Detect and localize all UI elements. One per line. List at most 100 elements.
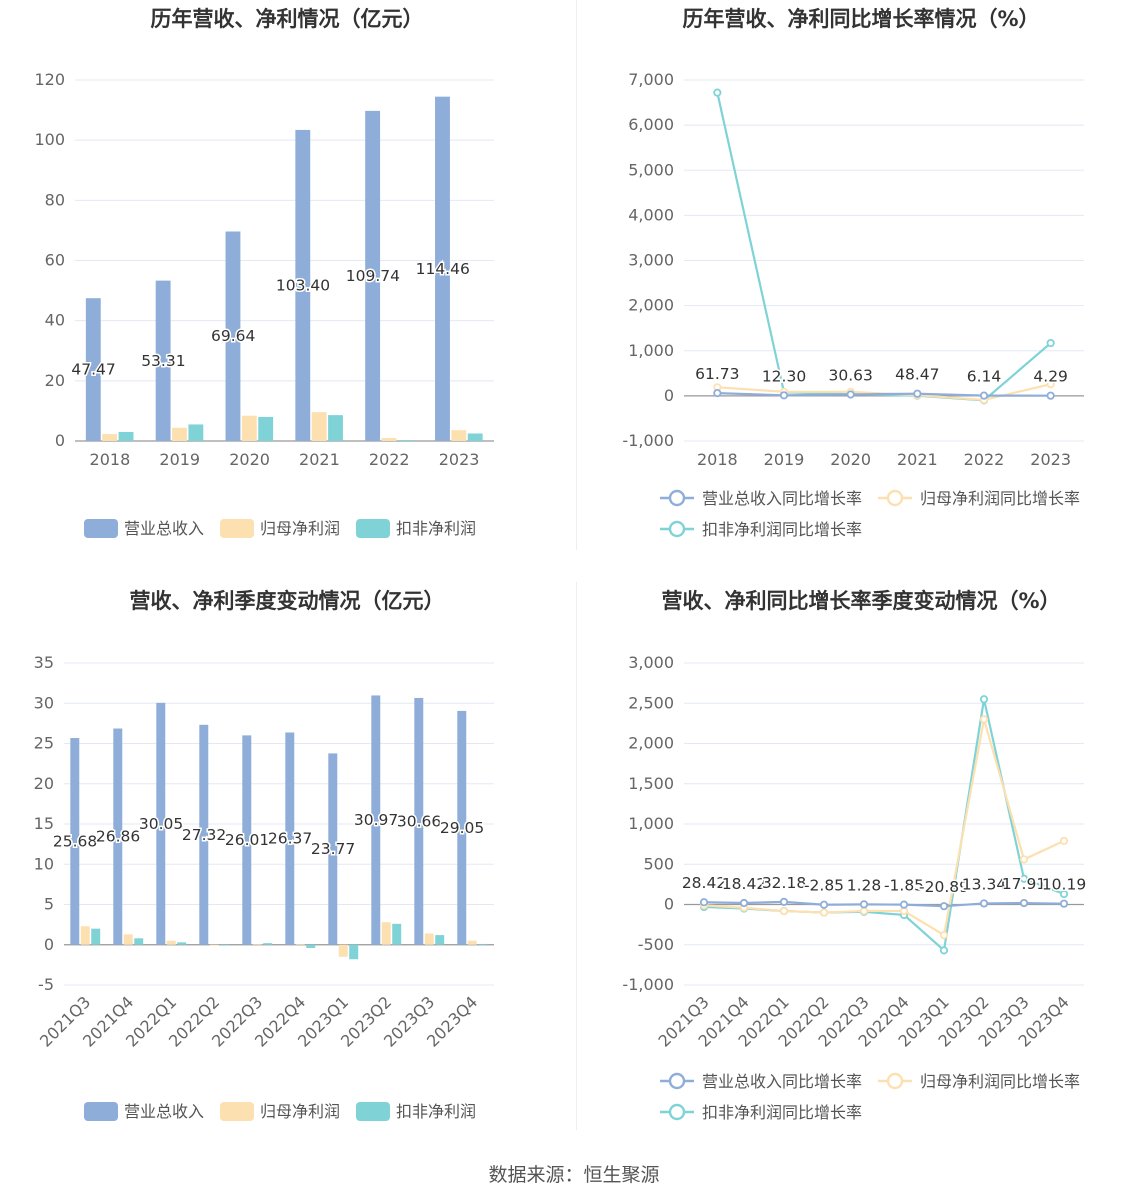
bar-revenue: [371, 695, 381, 945]
y-tick-label: 0: [664, 895, 674, 914]
legend-swatch: [356, 1102, 390, 1121]
bar-net-profit: [172, 427, 187, 441]
x-tick-label: 2023: [1030, 450, 1071, 469]
data-label: -1.85: [884, 877, 924, 895]
legend-label: 扣非净利润: [396, 519, 476, 538]
y-tick-label: 3,000: [628, 653, 674, 672]
bar-revenue: [285, 732, 295, 945]
y-tick-label: 20: [34, 774, 54, 793]
point-revenue-growth: [979, 899, 989, 908]
y-tick-label: 20: [45, 371, 65, 390]
y-tick-label: 1,000: [628, 341, 674, 360]
y-tick-label: 1,000: [628, 814, 674, 833]
bar-deducted-profit: [392, 923, 402, 945]
data-label: 10.19: [1042, 876, 1086, 894]
legend-label: 归母净利润: [260, 519, 340, 538]
y-tick-label: -500: [638, 935, 674, 954]
legend-label: 归母净利润: [260, 1102, 340, 1121]
y-tick-label: 7,000: [628, 70, 674, 89]
data-label: -20.89: [919, 878, 969, 896]
point-deducted-profit-growth: [1019, 874, 1029, 883]
bar-revenue: [85, 298, 101, 441]
data-label: 18.42: [722, 875, 766, 893]
x-tick-label: 2022: [964, 450, 1005, 469]
y-tick-label: 35: [34, 653, 54, 672]
legend-label: 归母净利润同比增长率: [920, 1072, 1080, 1091]
bar-revenue: [199, 724, 209, 945]
data-label: 61.73: [695, 365, 739, 383]
y-tick-label: 120: [34, 70, 65, 89]
point-revenue-growth: [899, 900, 909, 909]
point-revenue-growth: [846, 390, 855, 399]
bar-revenue: [156, 702, 166, 945]
point-revenue-growth: [699, 898, 709, 907]
point-revenue-growth: [859, 900, 869, 909]
y-tick-label: -1,000: [622, 975, 674, 994]
data-label: 12.30: [762, 367, 806, 385]
line-deducted-profit-growth: [703, 698, 1065, 953]
y-tick-label: 6,000: [628, 115, 674, 134]
legend-marker: [886, 1072, 904, 1090]
legend-label: 扣非净利润: [396, 1102, 476, 1121]
point-deducted-profit-growth: [1059, 889, 1069, 899]
data-label: 23.77: [311, 840, 355, 858]
y-tick-label: 15: [34, 814, 54, 833]
bar-revenue: [365, 110, 381, 441]
bar-revenue: [70, 738, 80, 945]
bar-revenue: [242, 735, 252, 945]
data-label: -2.85: [804, 877, 844, 895]
point-revenue-growth: [739, 898, 749, 908]
quarterly-growth-svg: 营收、净利同比增长率季度变动情况（%） -1,000 -500 0 500 1,000 1,…: [622, 589, 1087, 1122]
point-net-profit-growth: [1019, 855, 1029, 864]
bar-deducted-profit: [220, 944, 230, 946]
y-tick-label: 40: [45, 311, 65, 330]
data-label: 69.64: [211, 327, 255, 345]
bar-deducted-profit: [397, 440, 413, 441]
annual-values-svg: 历年营收、净利情况（亿元） 0 20 40 60 80 100 120 2018 2019 2020…: [34, 7, 494, 538]
y-tick-label: 0: [44, 935, 54, 954]
point-net-profit-growth: [979, 715, 989, 724]
quarterly-growth-chart: 营收、净利同比增长率季度变动情况（%） -1,000 -500 0 500 1,000 1,…: [574, 582, 1148, 1162]
point-revenue-growth: [913, 389, 922, 398]
x-tick-label: 2019: [764, 450, 805, 469]
y-tick-label: 2,500: [628, 693, 674, 712]
legend-label: 营业总收入: [124, 519, 204, 538]
data-label: 26.01: [225, 831, 269, 849]
data-label: 47.47: [71, 361, 115, 379]
data-label: 103.40: [276, 276, 330, 294]
point-deducted-profit-growth: [939, 946, 949, 955]
x-tick-label: 2018: [697, 450, 738, 469]
bar-deducted-profit: [349, 944, 359, 960]
column-divider-top: [576, 0, 577, 550]
quarterly-values-svg: 营收、净利季度变动情况（亿元）-5051015202530352021Q3202…: [34, 589, 494, 1121]
bar-net-profit: [451, 430, 467, 441]
x-tick-label: 2020: [830, 450, 871, 469]
point-deducted-profit-growth: [1046, 338, 1055, 348]
y-tick-label: 60: [45, 251, 65, 270]
line-deducted-profit-growth: [716, 92, 1052, 402]
data-label: 13.34: [962, 875, 1006, 893]
x-tick-label: 2023: [439, 450, 480, 469]
data-label: 1.28: [847, 876, 882, 894]
legend-swatch: [356, 519, 390, 538]
legend-marker: [886, 489, 904, 507]
legend-swatch: [220, 519, 254, 538]
bar-net-profit: [467, 940, 477, 945]
bar-revenue: [435, 96, 450, 441]
legend-swatch: [220, 1102, 254, 1121]
bar-deducted-profit: [134, 938, 144, 945]
legend-label: 扣非净利润同比增长率: [702, 1103, 862, 1122]
x-tick-label: 2021: [897, 450, 938, 469]
data-label: 32.18: [762, 874, 806, 892]
point-revenue-growth: [779, 897, 789, 907]
annual-growth-svg: 历年营收、净利同比增长率情况（%） -1,000 0 1,000 2,000 3,000 4…: [622, 7, 1084, 539]
legend-marker: [668, 1072, 686, 1090]
x-tick-label: 2022: [369, 450, 410, 469]
y-tick-label: 10: [34, 854, 54, 873]
data-label: 30.66: [397, 812, 441, 830]
x-tick-label: 2018: [90, 450, 131, 469]
bar-revenue: [457, 710, 467, 945]
bar-deducted-profit: [118, 431, 134, 441]
point-net-profit-growth: [1059, 836, 1069, 846]
point-revenue-growth: [713, 388, 722, 398]
